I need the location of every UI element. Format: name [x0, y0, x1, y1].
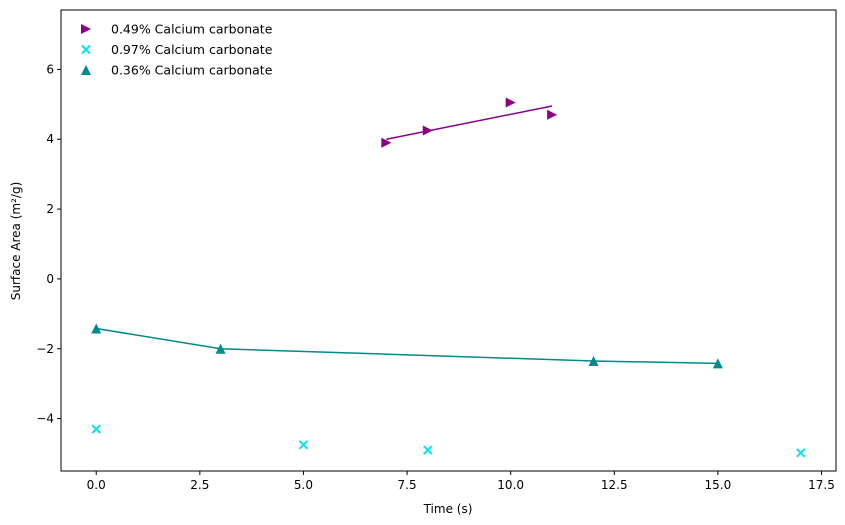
fit-line-series-0: [386, 105, 553, 140]
data-point-series-1: [423, 445, 433, 455]
x-tick-label: 5.0: [294, 478, 313, 492]
plot-frame: [60, 9, 837, 472]
data-point-series-0: [505, 97, 516, 108]
legend-label-2: 0.36% Calcium carbonate: [111, 63, 273, 78]
x-tick-label: 12.5: [601, 478, 628, 492]
x-tick-label: 17.5: [808, 478, 835, 492]
legend-marker-1: [81, 44, 91, 55]
markers-layer: [91, 97, 806, 458]
fit-line-series-2: [96, 327, 718, 365]
legend-label-0: 0.49% Calcium carbonate: [111, 22, 273, 37]
y-tick-label: 0: [46, 272, 54, 286]
legend-label-1: 0.97% Calcium carbonate: [111, 42, 273, 57]
x-tick-label: 10.0: [497, 478, 524, 492]
legend-marker-0: [81, 24, 91, 34]
x-axis-label: Time (s): [423, 502, 473, 516]
data-point-series-2: [588, 355, 599, 366]
legend-item-2: 0.36% Calcium carbonate: [81, 63, 273, 78]
data-point-series-1: [796, 448, 806, 458]
y-tick-label: −2: [36, 342, 54, 356]
data-point-series-2: [712, 358, 723, 369]
x-tick-label: 2.5: [190, 478, 209, 492]
legend-marker-2: [81, 65, 91, 75]
data-point-series-2: [91, 323, 102, 334]
data-point-series-0: [547, 109, 558, 120]
legend: 0.49% Calcium carbonate 0.97% Calcium car…: [81, 22, 273, 78]
x-tick-label: 7.5: [398, 478, 417, 492]
x-axis-ticks: 0.0 2.5 5.0 7.5 10.0 12.5 15.0 17.5: [87, 471, 835, 492]
data-point-series-1: [298, 440, 309, 450]
data-point-series-1: [91, 424, 101, 434]
data-point-series-0: [381, 137, 392, 148]
legend-item-0: 0.49% Calcium carbonate: [81, 22, 273, 37]
data-point-series-0: [422, 125, 433, 136]
y-tick-label: 6: [46, 62, 54, 76]
y-axis-label: Surface Area (m²/g): [9, 182, 23, 300]
y-tick-label: −4: [36, 412, 54, 426]
y-tick-label: 4: [46, 132, 54, 146]
legend-item-1: 0.97% Calcium carbonate: [81, 42, 273, 57]
y-tick-label: 2: [46, 202, 54, 216]
x-tick-label: 0.0: [87, 478, 106, 492]
y-axis-ticks: −4 −2 0 2 4 6: [36, 62, 61, 426]
data-point-series-2: [215, 343, 226, 354]
x-tick-label: 15.0: [705, 478, 732, 492]
fit-lines-layer: [96, 105, 718, 365]
